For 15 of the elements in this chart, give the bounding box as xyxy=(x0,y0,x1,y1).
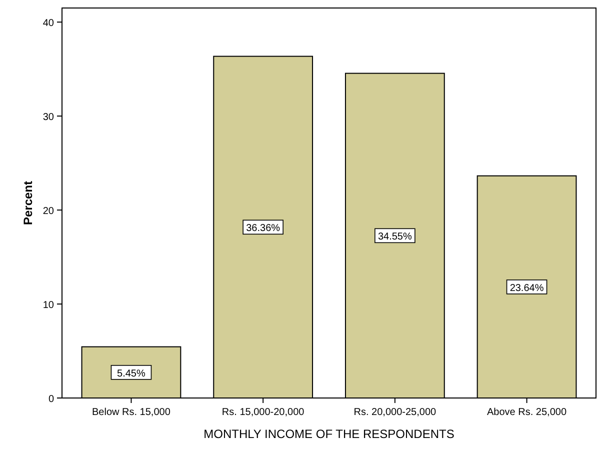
data-label: 36.36% xyxy=(246,223,280,234)
data-label: 23.64% xyxy=(510,282,544,294)
y-tick-label: 20 xyxy=(42,206,54,218)
y-tick-label: 0 xyxy=(48,394,54,405)
data-label: 5.45% xyxy=(117,368,146,380)
y-tick-label: 40 xyxy=(42,18,54,30)
y-tick-label: 30 xyxy=(42,112,54,124)
data-label: 34.55% xyxy=(378,232,412,243)
x-tick-label: Rs. 20,000-25,000 xyxy=(354,407,437,418)
x-tick-label: Rs. 15,000-20,000 xyxy=(222,407,305,418)
x-tick-label: Below Rs. 15,000 xyxy=(92,407,171,418)
x-axis-title: MONTHLY INCOME OF THE RESPONDENTS xyxy=(204,427,454,441)
y-tick-label: 10 xyxy=(42,300,54,312)
y-axis-title: Percent xyxy=(21,180,35,226)
x-tick-label: Above Rs. 25,000 xyxy=(487,407,567,418)
